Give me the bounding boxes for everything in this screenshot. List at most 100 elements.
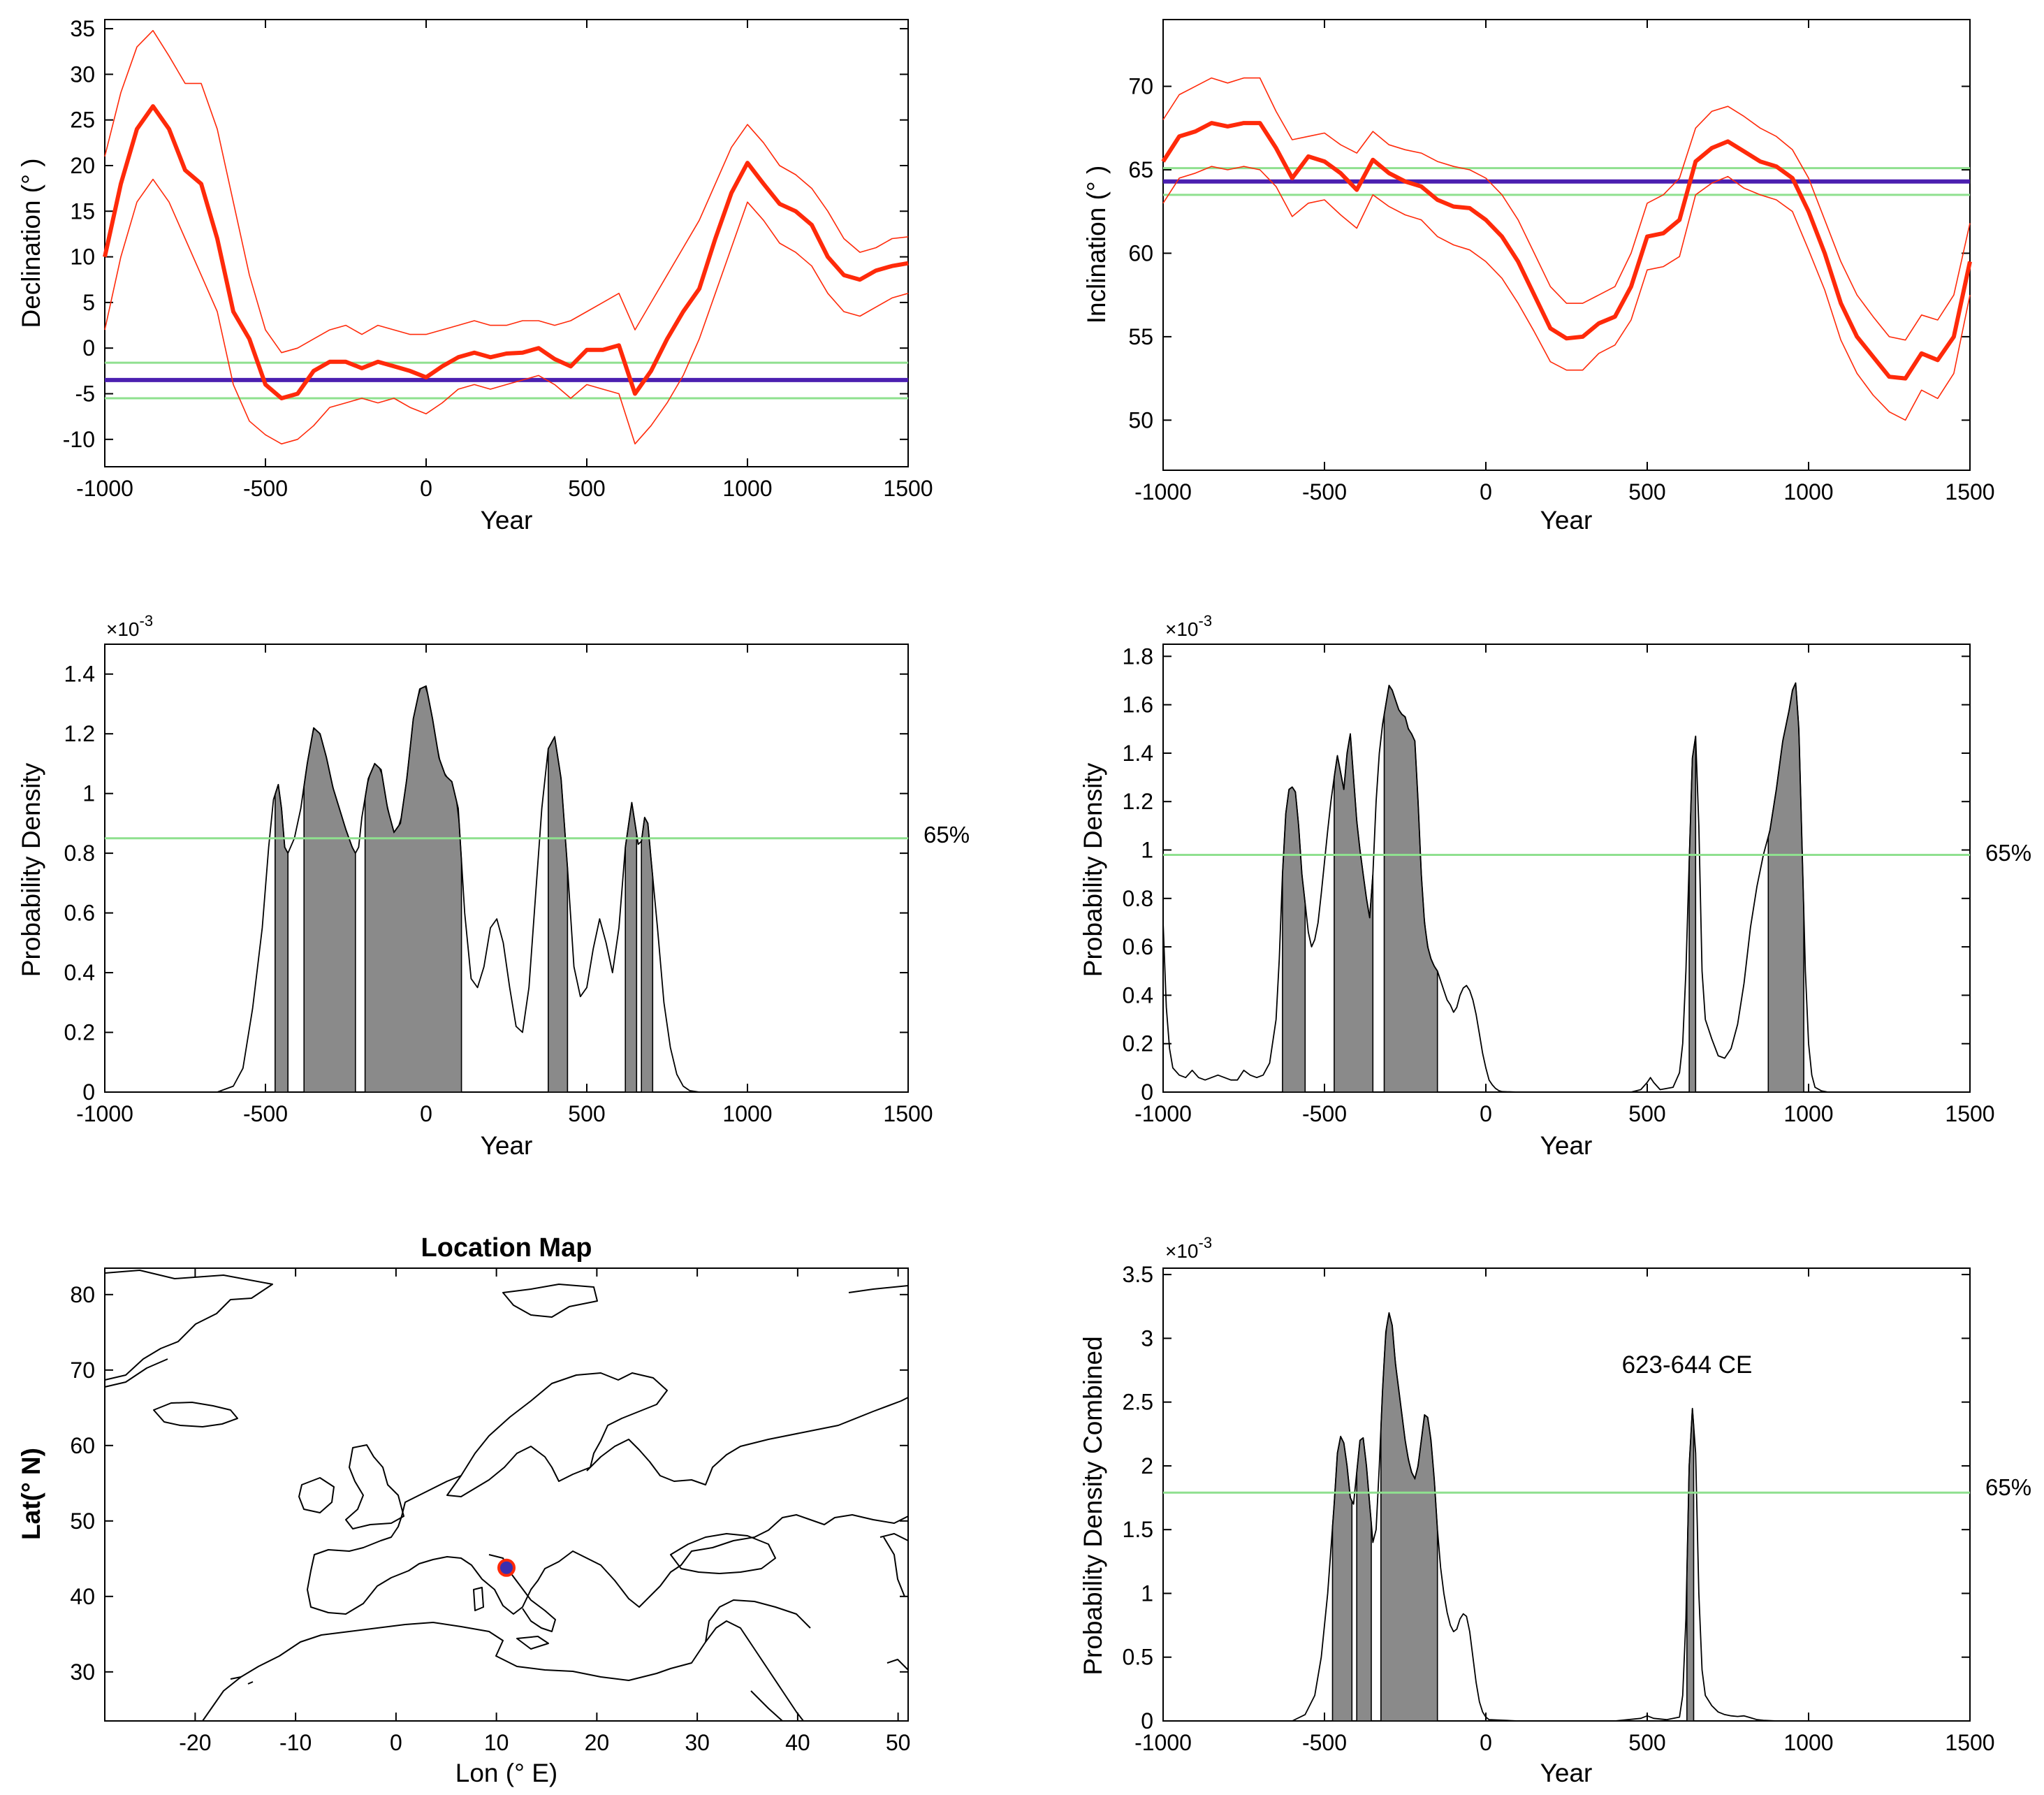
map-ytick-label: 70 [70,1358,95,1383]
combined-density-annotation: 623-644 CE [1622,1351,1753,1379]
coast-iceland [153,1402,238,1427]
declination-density-ytick-label: 0.6 [64,901,95,926]
combined-density-ticks: -1000 -500 0 500 1000 1500 0 0.5 1 1.5 2 2.5 3 3.5 [1123,1262,1995,1755]
inclination-ytick-label: 65 [1128,157,1153,182]
coast-greenland [104,1270,273,1381]
declination-ytick-label: 10 [70,245,95,270]
declination-xtick-label: 1500 [883,476,933,501]
map-ytick-label: 50 [70,1509,95,1534]
declination-x-label: Year [481,506,533,535]
coast-scandinavia [446,1372,668,1497]
inclination-ytick-label: 50 [1128,407,1153,433]
inclination-ytick-label: 55 [1128,324,1153,349]
combined-density-exponent: ×10-3 [1165,1234,1212,1262]
combined-density-ytick-label: 0 [1141,1708,1153,1734]
inclination-density-xtick-label: 1000 [1783,1101,1833,1126]
location-map-panel: Location Map [17,1233,910,1787]
inclination-marks [1161,77,1972,421]
map-xtick-label: 10 [484,1730,509,1755]
declination-xtick-label: 500 [568,476,605,501]
inclination-xtick-label: 1000 [1783,479,1833,504]
coast-caspian [883,1536,905,1597]
declination-density-ytick-label: 0 [82,1080,95,1105]
declination-series-curve [103,104,909,400]
declination-density-x-label: Year [481,1131,533,1160]
map-xtick-label: -10 [279,1730,312,1755]
combined-density-xtick-label: 1000 [1783,1730,1833,1755]
declination-density-xtick-label: -1000 [76,1101,133,1126]
coast-britain [345,1444,404,1529]
combined-density-x-label: Year [1540,1759,1593,1787]
inclination-xtick-label: -1000 [1134,479,1192,504]
declination-density-ytick-label: 1.2 [64,721,95,746]
coast-red-sea [750,1690,783,1722]
map-ytick-label: 80 [70,1282,95,1307]
declination-density-marks [105,685,908,1093]
declination-ytick-label: 25 [70,108,95,133]
coast-ireland [298,1477,335,1513]
combined-density-xtick-label: -500 [1302,1730,1347,1755]
combined-density-ytick-label: 3.5 [1123,1262,1153,1287]
inclination-series-upper [1162,77,1971,341]
inclination-density-ytick-label: 0.8 [1123,886,1153,911]
site-marker [497,1558,516,1577]
declination-density-xtick-label: 1500 [883,1101,933,1126]
map-x-label: Lon (° E) [455,1759,557,1787]
declination-ytick-label: -5 [75,381,95,407]
declination-density-ytick-label: 0.8 [64,841,95,866]
declination-xtick-label: 1000 [722,476,772,501]
declination-density-xtick-label: 0 [420,1101,432,1126]
inclination-series-curve [1161,121,1972,381]
combined-density-ytick-label: 0.5 [1123,1645,1153,1670]
coast-canary [230,1676,254,1685]
map-xtick-label: 30 [685,1730,710,1755]
coast-greenland-2 [104,1358,168,1388]
inclination-xtick-label: -500 [1302,479,1347,504]
coast-sardinia [473,1587,484,1611]
map-xtick-label: 0 [390,1730,402,1755]
declination-ytick-label: 20 [70,153,95,178]
combined-density-ytick-label: 3 [1141,1325,1153,1351]
inclination-density-density-curve [1162,682,1841,1093]
inclination-density-ytick-label: 0.2 [1123,1031,1153,1056]
declination-ticks: -1000 -500 0 500 1000 1500 -10 -5 0 5 10 15 20 25 30 35 [63,16,933,501]
declination-density-ytick-label: 1 [82,781,95,806]
inclination-density-panel: -1000 -500 0 500 1000 1500 0 0.2 0.4 0.6 0.8 1 1.2 1.… [1079,612,2031,1160]
inclination-ytick-label: 60 [1128,240,1153,266]
combined-density-density-curve [1163,1312,1970,1722]
map-xtick-label: 40 [785,1730,810,1755]
declination-density-ytick-label: 0.4 [64,960,95,985]
map-plot-area [104,1267,909,1722]
map-y-label: Lat(° N) [17,1448,45,1540]
inclination-series-lower [1162,166,1971,421]
map-ytick-label: 30 [70,1659,95,1685]
combined-density-ytick-label: 1 [1141,1580,1153,1606]
inclination-xtick-label: 500 [1628,479,1665,504]
inclination-density-ytick-label: 1.6 [1123,692,1153,718]
inclination-xtick-label: 1500 [1945,479,1994,504]
coast-black-sea [670,1533,776,1574]
coast-baltic [586,1397,909,1485]
map-marks [497,1558,516,1577]
inclination-density-ytick-label: 1.2 [1123,789,1153,814]
inclination-density-ticks: -1000 -500 0 500 1000 1500 0 0.2 0.4 0.6 0.8 1 1.2 1.… [1123,644,1995,1126]
map-xtick-label: -20 [179,1730,211,1755]
declination-density-xtick-label: 500 [568,1101,605,1126]
declination-y-label: Declination (° ) [17,158,45,328]
declination-density-ytick-label: 0.2 [64,1020,95,1045]
combined-density-xtick-label: 1500 [1945,1730,1994,1755]
inclination-ticks: -1000 -500 0 500 1000 1500 50 55 60 65 70 [1128,20,1995,504]
declination-xtick-label: -500 [243,476,288,501]
inclination-ytick-label: 70 [1128,74,1153,99]
inclination-density-x-label: Year [1540,1131,1593,1160]
map-ytick-label: 40 [70,1584,95,1609]
inclination-density-xtick-label: 1500 [1945,1101,1994,1126]
declination-density-shaded-interval [625,802,638,1093]
declination-density-y-label: Probability Density [17,762,45,977]
map-xtick-label: 20 [585,1730,610,1755]
declination-xtick-label: -1000 [76,476,133,501]
combined-density-xtick-label: 500 [1628,1730,1665,1755]
map-title: Location Map [421,1233,592,1263]
declination-density-plot-area [104,644,909,1093]
